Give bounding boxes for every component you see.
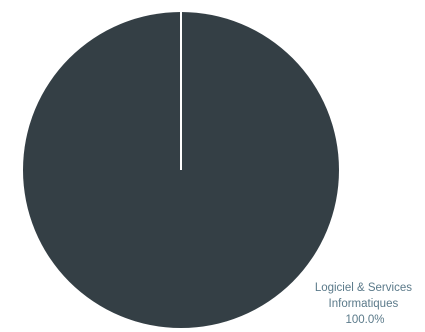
slice-label-line-2: Informatiques [329,298,399,310]
slice-label: Logiciel & Services Informatiques 100.0% [315,282,415,326]
slice-label-line-1: Logiciel & Services [315,282,412,294]
slice-percent-label: 100.0% [345,314,384,326]
